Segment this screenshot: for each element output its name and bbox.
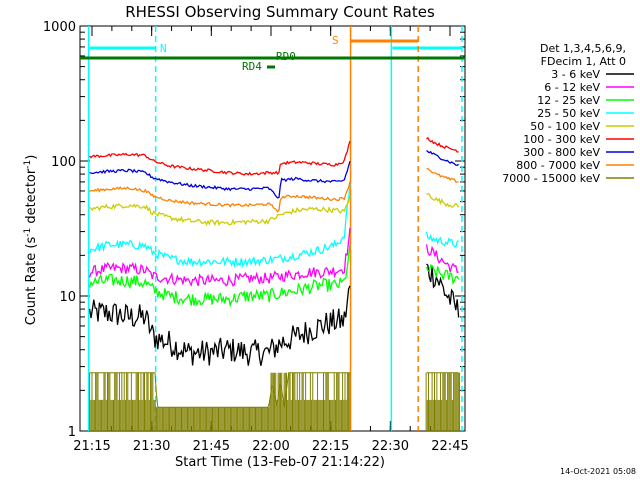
legend-entry-label: 800 - 7000 keV — [516, 159, 600, 172]
series-segment — [89, 161, 351, 199]
chart-title: RHESSI Observing Summary Count Rates — [125, 3, 435, 21]
render-timestamp: 14-Oct-2021 05:08 — [560, 467, 636, 476]
flag-label-night: N — [160, 42, 167, 55]
flag-label-rd0: RD0 — [276, 50, 296, 63]
series-segment — [426, 263, 460, 318]
series-300-800kev-line — [89, 150, 459, 199]
series-layer — [88, 136, 461, 431]
legend-entry-label: 25 - 50 keV — [537, 107, 600, 120]
x-tick-label: 21:30 — [133, 439, 170, 454]
series-50-100kev-line — [89, 193, 460, 227]
legend-entry-label: 300 - 800 keV — [523, 146, 600, 159]
legend-entry-label: 12 - 25 keV — [537, 94, 600, 107]
series-segment — [425, 244, 459, 274]
y-axis-label: Count Rate (s-1 detector-1) — [23, 155, 39, 326]
y-tick-label: 100 — [51, 155, 76, 170]
flag-label-saa: S — [332, 34, 339, 47]
series-segment — [88, 285, 351, 366]
series-7000-15000kev-line — [89, 372, 461, 431]
axis-ticks — [80, 25, 465, 432]
legend-header-line-2: FDecim 1, Att 0 — [541, 55, 626, 68]
observing-intervals — [87, 26, 463, 431]
flag-label-rd4: RD4 — [242, 60, 262, 73]
y-tick-label: 1 — [68, 425, 76, 440]
y-tick-label: 1000 — [43, 20, 76, 35]
series-segment — [425, 231, 460, 248]
x-tick-label: 21:45 — [193, 439, 230, 454]
x-tick-label: 22:00 — [252, 439, 289, 454]
series-segment — [88, 227, 351, 287]
axis-labels: 1 10 100 1000 21:15 21:30 21:45 22:00 22:15 22:30… — [43, 20, 469, 454]
legend-header-line-1: Det 1,3,4,5,6,9, — [540, 42, 626, 55]
x-tick-label: 22:15 — [312, 439, 349, 454]
series-segment — [89, 194, 351, 227]
series-3-6kev-line — [88, 263, 460, 366]
series-segment — [89, 140, 351, 176]
series-segment — [425, 264, 460, 285]
legend-entry-label: 7000 - 15000 keV — [502, 172, 600, 185]
legend: Det 1,3,4,5,6,9, FDecim 1, Att 0 3 - 6 k… — [502, 42, 634, 185]
legend-entry-label: 100 - 300 keV — [523, 133, 600, 146]
series-segment — [426, 150, 459, 166]
x-axis-label: Start Time (13-Feb-07 21:14:22) — [175, 455, 385, 470]
series-segment — [89, 372, 350, 408]
series-800-7000kev-line — [89, 167, 459, 213]
series-segment — [426, 136, 459, 153]
legend-entry-label: 3 - 6 keV — [551, 68, 600, 81]
series-segment — [426, 167, 459, 183]
series-segment — [426, 193, 460, 208]
x-tick-label: 22:45 — [431, 439, 468, 454]
legend-entry-label: 6 - 12 keV — [544, 81, 600, 94]
series-12-25kev-line — [88, 244, 460, 308]
series-6-12kev-line — [88, 227, 459, 287]
x-tick-label: 21:15 — [73, 439, 110, 454]
series-25-50kev-line — [88, 183, 460, 269]
series-segment — [89, 181, 351, 213]
plot-frame — [79, 25, 466, 432]
series-segment — [88, 244, 351, 308]
flag-layer: N S RD0 RD4 — [80, 34, 465, 73]
legend-entry-label: 50 - 100 keV — [530, 120, 600, 133]
series-segment — [88, 183, 351, 269]
plot-area — [79, 25, 466, 432]
x-tick-label: 22:30 — [372, 439, 409, 454]
y-tick-label: 10 — [59, 290, 76, 305]
series-100-300kev-line — [89, 136, 459, 176]
